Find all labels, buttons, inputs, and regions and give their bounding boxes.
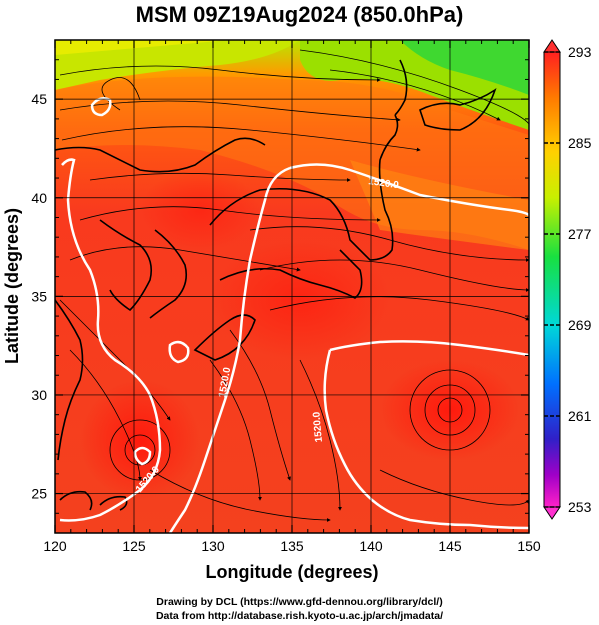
x-axis-label: Longitude (degrees) xyxy=(205,562,378,582)
map-title: MSM 09Z19Aug2024 (850.0hPa) xyxy=(135,2,464,27)
colorbar-tick-label: 269 xyxy=(568,317,592,333)
gridlines xyxy=(55,40,529,533)
credit-line-data: Data from http://database.rish.kyoto-u.a… xyxy=(155,610,444,622)
x-tick-label: 125 xyxy=(122,538,146,554)
x-tick-label: 135 xyxy=(280,538,304,554)
y-tick-label: 25 xyxy=(31,486,47,502)
x-tick-label: 130 xyxy=(201,538,225,554)
x-axis: 120 125 130 135 140 145 150 xyxy=(43,40,541,554)
colorbar-tick-label: 253 xyxy=(568,499,592,515)
height-contours xyxy=(59,97,529,533)
y-axis-label: Latitude (degrees) xyxy=(2,208,22,364)
colorbar-tick-label: 277 xyxy=(568,226,592,242)
x-tick-label: 140 xyxy=(359,538,383,554)
wind-streamlines xyxy=(59,49,529,522)
y-tick-label: 45 xyxy=(31,91,47,107)
y-tick-label: 40 xyxy=(31,190,47,206)
colorbar-tick-label: 285 xyxy=(568,135,592,151)
colorbar-tick-label: 261 xyxy=(568,408,592,424)
y-tick-label: 30 xyxy=(31,387,47,403)
contour-label: 1520.0 xyxy=(217,366,233,398)
y-tick-label: 35 xyxy=(31,288,47,304)
credit-line-drawing: Drawing by DCL (https://www.gfd-dennou.o… xyxy=(156,596,443,608)
credits: Drawing by DCL (https://www.gfd-dennou.o… xyxy=(0,595,599,623)
x-tick-label: 150 xyxy=(517,538,541,554)
contour-label: 1520.0 xyxy=(368,176,400,191)
contour-label: 1520.0 xyxy=(311,411,325,443)
x-tick-label: 120 xyxy=(43,538,67,554)
coastlines xyxy=(55,59,497,511)
y-axis: 25 30 35 40 45 xyxy=(31,59,529,514)
colorbar: 293 285 277 269 261 253 xyxy=(543,39,592,520)
x-tick-label: 145 xyxy=(438,538,462,554)
colorbar-bottom-arrow xyxy=(543,506,561,520)
colorbar-top-arrow xyxy=(543,39,561,53)
colorbar-tick-label: 293 xyxy=(568,44,592,60)
